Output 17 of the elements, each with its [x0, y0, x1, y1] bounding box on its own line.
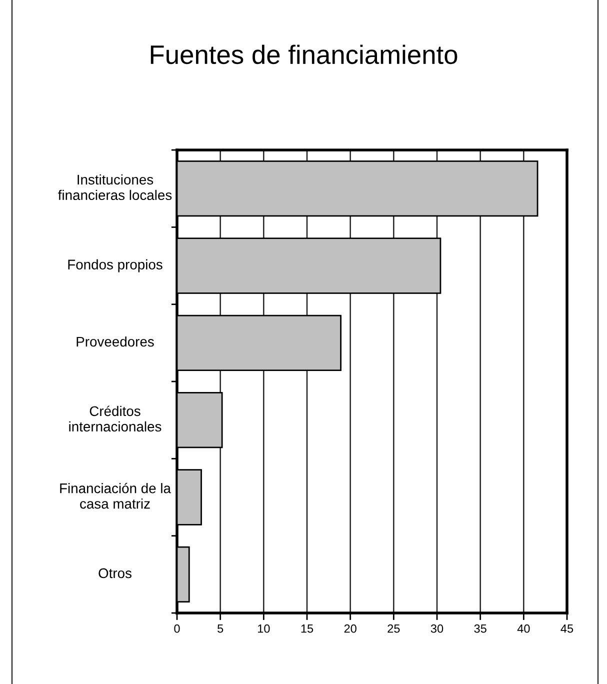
x-tick-label: 30: [430, 624, 444, 633]
x-tick-label: 20: [344, 624, 356, 633]
x-tick-label: 25: [388, 624, 400, 633]
x-tick-label: 10: [258, 624, 270, 633]
y-tick-label: Financiación de la casa matriz: [60, 482, 171, 509]
x-tick-label: 5: [218, 624, 224, 633]
x-tick-label: 45: [560, 624, 574, 633]
chart-title: Fuentes de financiamiento: [150, 44, 458, 64]
x-tick-label: 40: [517, 624, 530, 633]
y-tick-label: Otros: [98, 568, 132, 578]
x-tick-label: 35: [474, 624, 486, 633]
y-tick-label: Créditos internacionales: [69, 406, 162, 432]
y-tick-label: Instituciones financieras locales: [58, 174, 172, 200]
y-tick-label: Proveedores: [76, 336, 154, 347]
x-tick-label: 0: [174, 624, 180, 633]
x-tick-label: 15: [301, 624, 314, 633]
y-tick-label: Fondos propios: [68, 259, 162, 272]
